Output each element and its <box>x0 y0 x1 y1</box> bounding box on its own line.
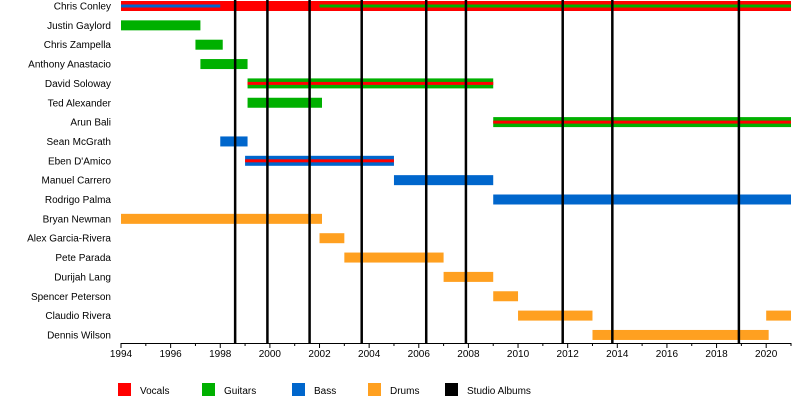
x-tick-label-2012: 2012 <box>557 349 580 360</box>
member-label-ted-alexander: Ted Alexander <box>48 98 112 109</box>
legend-label-drums: Drums <box>390 386 419 397</box>
member-label-claudio-rivera: Claudio Rivera <box>45 311 111 322</box>
bar-chris-conley-bass-1 <box>121 4 221 8</box>
member-label-rodrigo-palma: Rodrigo Palma <box>45 195 112 206</box>
bar-eben-d-amico-vocals-1 <box>245 159 394 163</box>
legend: Vocals Guitars Bass Drums Studio Albums <box>118 383 531 397</box>
x-tick-label-2014: 2014 <box>606 349 629 360</box>
legend-swatch-guitars <box>202 383 215 396</box>
member-label-durijah-lang: Durijah Lang <box>54 272 111 283</box>
legend-swatch-vocals <box>118 383 131 396</box>
member-label-pete-parada: Pete Parada <box>55 253 111 264</box>
legend-swatch-bass <box>292 383 305 396</box>
x-tick-label-2004: 2004 <box>358 349 381 360</box>
legend-label-guitars: Guitars <box>224 386 256 397</box>
bar-david-soloway-vocals-1 <box>247 81 494 85</box>
legend-swatch-drums <box>368 383 381 396</box>
member-label-bryan-newman: Bryan Newman <box>43 214 111 225</box>
legend-label-bass: Bass <box>314 386 336 397</box>
member-label-manuel-carrero: Manuel Carrero <box>42 176 112 187</box>
bar-chris-conley-guitars-2 <box>319 4 791 8</box>
bar-arun-bali-vocals-1 <box>493 120 791 124</box>
x-tick-label-1998: 1998 <box>209 349 232 360</box>
x-tick-label-2018: 2018 <box>705 349 728 360</box>
member-labels: Chris Conley Justin Gaylord Chris Zampella… <box>27 2 112 342</box>
x-tick-label-2010: 2010 <box>507 349 530 360</box>
member-label-chris-zampella: Chris Zampella <box>44 40 112 51</box>
bar-alex-garcia-rivera-drums-0 <box>319 233 345 244</box>
bar-claudio-rivera-drums-1 <box>766 310 791 321</box>
x-tick-label-2016: 2016 <box>656 349 679 360</box>
member-label-dennis-wilson: Dennis Wilson <box>47 330 111 341</box>
bar-justin-gaylord-guitars-0 <box>121 20 201 31</box>
bar-rodrigo-palma-bass-0 <box>493 194 791 205</box>
bar-anthony-anastacio-guitars-0 <box>200 59 248 70</box>
legend-label-studio-albums: Studio Albums <box>467 386 531 397</box>
bar-dennis-wilson-drums-0 <box>592 329 769 340</box>
x-tick-label-1994: 1994 <box>110 349 133 360</box>
member-label-david-soloway: David Soloway <box>45 79 111 90</box>
x-tick-label-2000: 2000 <box>259 349 282 360</box>
x-axis: 1994 1996 1998 2000 2002 2004 2006 2008 2010 2012… <box>110 343 792 360</box>
member-label-justin-gaylord: Justin Gaylord <box>47 21 111 32</box>
member-label-spencer-peterson: Spencer Peterson <box>31 292 111 303</box>
bar-manuel-carrero-bass-0 <box>393 175 494 186</box>
x-tick-label-2002: 2002 <box>308 349 331 360</box>
bar-chris-zampella-guitars-0 <box>195 39 223 50</box>
legend-label-vocals: Vocals <box>140 386 169 397</box>
studio-album-lines <box>233 0 741 343</box>
member-label-alex-garcia-rivera: Alex Garcia-Rivera <box>27 234 111 245</box>
member-label-sean-mcgrath: Sean McGrath <box>47 137 111 148</box>
bars-layer <box>121 1 791 340</box>
bar-ted-alexander-guitars-0 <box>247 97 322 108</box>
bar-pete-parada-drums-0 <box>344 252 444 263</box>
member-label-eben-d-amico: Eben D'Amico <box>48 156 111 167</box>
x-tick-label-1996: 1996 <box>160 349 183 360</box>
member-label-anthony-anastacio: Anthony Anastacio <box>28 60 111 71</box>
bar-spencer-peterson-drums-0 <box>493 291 519 302</box>
member-label-arun-bali: Arun Bali <box>70 118 111 129</box>
member-label-chris-conley: Chris Conley <box>54 2 111 13</box>
bar-bryan-newman-drums-0 <box>121 213 322 224</box>
legend-swatch-studio-albums <box>445 383 458 396</box>
bar-durijah-lang-drums-0 <box>443 271 494 282</box>
x-tick-label-2008: 2008 <box>457 349 480 360</box>
x-tick-label-2020: 2020 <box>755 349 778 360</box>
x-tick-label-2006: 2006 <box>408 349 431 360</box>
bar-claudio-rivera-drums-0 <box>518 310 593 321</box>
